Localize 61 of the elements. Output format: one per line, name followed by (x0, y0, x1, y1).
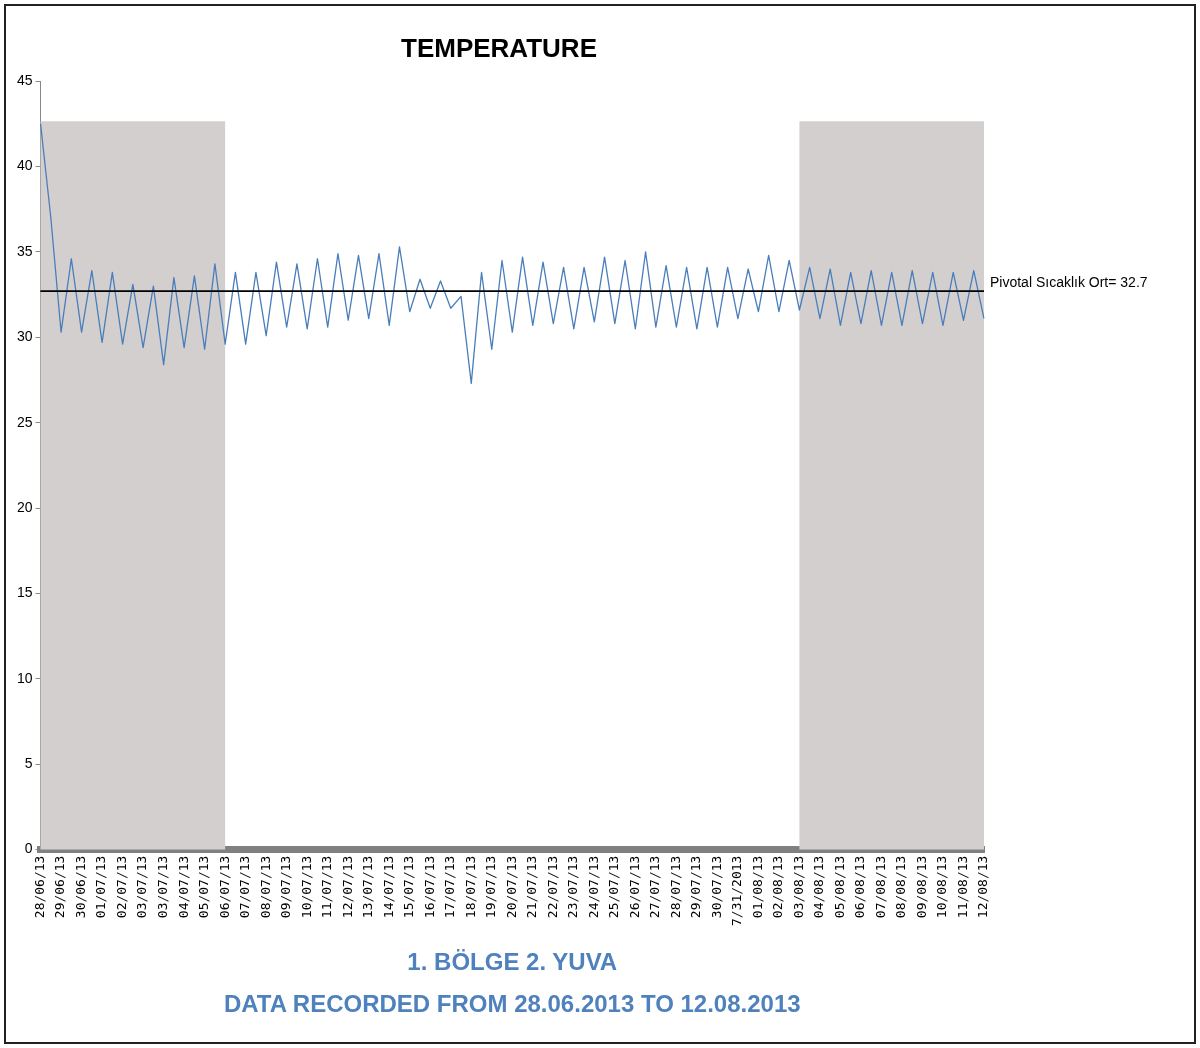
x-tick-label: 08/07/13 (257, 855, 273, 919)
x-tick-label: 01/07/13 (93, 855, 109, 919)
y-tick-label: 20 (16, 498, 33, 515)
x-tick-label: 16/07/13 (421, 855, 437, 919)
x-tick-label: 02/08/13 (770, 855, 786, 919)
x-tick-label: 30/06/13 (72, 855, 88, 919)
x-tick-label: 15/07/13 (401, 855, 417, 919)
y-tick-label: 45 (16, 72, 33, 89)
x-tick-label: 14/07/13 (380, 855, 396, 919)
x-tick-label: 26/07/13 (626, 855, 642, 919)
y-tick-label: 5 (24, 755, 33, 772)
x-tick-label: 28/07/13 (667, 855, 683, 919)
x-tick-label: 10/08/13 (934, 855, 950, 919)
x-tick-label: 05/07/13 (196, 855, 212, 919)
ref-line-label: Pivotal Sıcaklık Ort= 32.7 (990, 274, 1148, 291)
x-tick-label: 03/08/13 (790, 855, 806, 919)
y-tick-label: 0 (24, 840, 33, 857)
x-tick-label: 07/08/13 (872, 855, 888, 919)
x-tick-label: 19/07/13 (483, 855, 499, 919)
x-tick-label: 21/07/13 (524, 855, 540, 919)
x-tick-label: 10/07/13 (298, 855, 314, 919)
x-tick-label: 02/07/13 (113, 855, 129, 919)
y-tick-label: 25 (16, 413, 33, 430)
x-tick-label: 05/08/13 (831, 855, 847, 919)
x-tick-label: 27/07/13 (647, 855, 663, 919)
x-tick-label: 28/06/13 (31, 855, 47, 919)
x-tick-label: 04/08/13 (811, 855, 827, 919)
x-tick-label: 30/07/13 (708, 855, 724, 919)
text: 1. BÖLGE 2. YUVA (407, 948, 618, 975)
x-tick-label: 18/07/13 (462, 855, 478, 919)
x-tick-label: 13/07/13 (360, 855, 376, 919)
chart-title: TEMPERATURE (401, 32, 597, 63)
x-tick-label: 07/07/13 (237, 855, 253, 919)
x-tick-label: 09/08/13 (913, 855, 929, 919)
x-tick-label: 11/08/13 (954, 855, 970, 919)
x-tick-label: 29/06/13 (52, 855, 68, 919)
x-tick-label: 7/31/2013 (729, 855, 745, 927)
y-tick-label: 30 (16, 328, 33, 345)
text: DATA RECORDED FROM 28.06.2013 TO 12.08.2013 (223, 990, 801, 1017)
x-tick-label: 12/08/13 (975, 855, 991, 919)
x-tick-label: 03/07/13 (134, 855, 150, 919)
x-tick-label: 01/08/13 (749, 855, 765, 919)
x-tick-label: 04/07/13 (175, 855, 191, 919)
y-tick-label: 35 (16, 242, 33, 259)
y-tick-label: 10 (16, 669, 33, 686)
x-tick-label: 17/07/13 (442, 855, 458, 919)
y-tick-label: 15 (16, 584, 33, 601)
x-tick-label: 12/07/13 (339, 855, 355, 919)
x-tick-label: 11/07/13 (319, 855, 335, 919)
x-tick-label: 23/07/13 (565, 855, 581, 919)
x-tick-label: 20/07/13 (503, 855, 519, 919)
x-tick-label: 22/07/13 (544, 855, 560, 919)
y-tick-label: 40 (16, 157, 33, 174)
x-tick-label: 09/07/13 (278, 855, 294, 919)
x-tick-label: 06/08/13 (852, 855, 868, 919)
x-tick-label: 06/07/13 (216, 855, 232, 919)
x-tick-label: 25/07/13 (606, 855, 622, 919)
x-tick-label: 24/07/13 (585, 855, 601, 919)
x-tick-label: 03/07/13 (155, 855, 170, 919)
x-tick-label: 29/07/13 (688, 855, 704, 919)
x-tick-label: 08/08/13 (893, 855, 909, 919)
